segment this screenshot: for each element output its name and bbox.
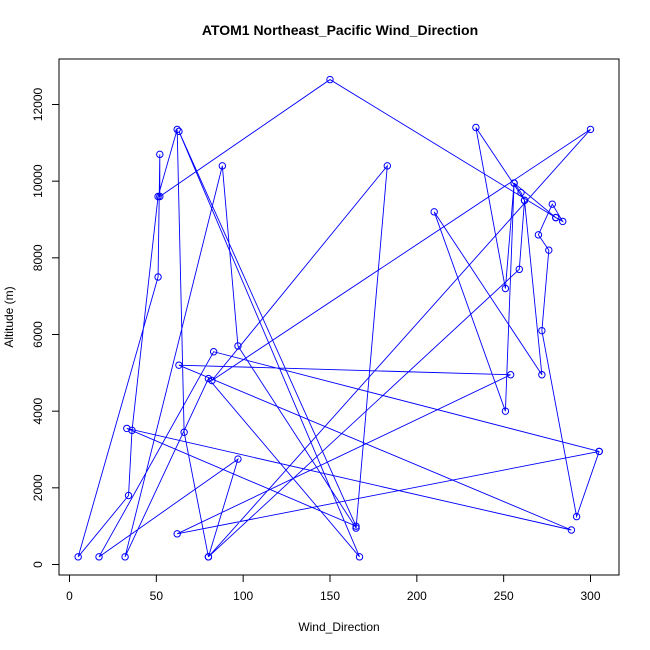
- data-point: [154, 192, 162, 201]
- data-point: [472, 123, 480, 132]
- x-tick-label: 100: [233, 589, 253, 603]
- data-point: [567, 526, 576, 534]
- x-axis-label: Wind_Direction: [298, 620, 379, 634]
- data-point: [204, 553, 213, 561]
- x-tick-label: 150: [320, 589, 340, 603]
- y-axis: 0 2000 4000 6000 8000 10000 12000: [31, 87, 60, 568]
- series-line: [77, 79, 600, 558]
- data-point: [154, 273, 162, 281]
- y-tick-label: 0: [31, 561, 45, 568]
- y-tick-label: 6000: [31, 321, 45, 348]
- data-point: [501, 407, 510, 415]
- data-point: [510, 179, 518, 187]
- data-point: [430, 208, 438, 216]
- data-point: [156, 150, 164, 159]
- chart-title: ATOM1 Northeast_Pacific Wind_Direction: [202, 22, 478, 38]
- data-point: [559, 217, 567, 226]
- x-tick-label: 300: [580, 589, 600, 603]
- series-layer: [77, 79, 600, 558]
- data-point: [515, 265, 523, 274]
- data-point: [208, 376, 216, 385]
- data-point: [180, 428, 188, 436]
- data-point: [234, 342, 242, 350]
- data-point: [234, 455, 242, 463]
- data-point: [121, 553, 129, 561]
- plot-frame: [58, 58, 620, 576]
- data-point: [548, 200, 556, 208]
- y-tick-label: 4000: [31, 397, 45, 424]
- data-point: [595, 447, 603, 456]
- data-point: [128, 426, 136, 435]
- data-point: [352, 522, 360, 530]
- data-point: [326, 75, 334, 84]
- x-tick-label: 250: [494, 589, 514, 603]
- data-point: [520, 196, 529, 205]
- data-point: [383, 162, 392, 170]
- data-point: [123, 424, 131, 433]
- data-point: [95, 553, 103, 561]
- data-point: [218, 162, 227, 170]
- y-tick-label: 10000: [31, 164, 45, 198]
- data-point: [209, 348, 218, 356]
- x-tick-label: 200: [407, 589, 427, 603]
- data-point: [545, 246, 553, 254]
- data-point: [572, 512, 581, 521]
- data-point: [538, 371, 546, 379]
- data-point: [506, 371, 515, 379]
- data-point: [538, 326, 546, 335]
- points-layer: [74, 75, 603, 561]
- data-point: [175, 361, 183, 369]
- data-point: [173, 530, 181, 538]
- y-tick-label: 2000: [31, 474, 45, 501]
- data-point: [204, 374, 213, 383]
- data-point: [355, 553, 364, 561]
- data-point: [124, 491, 133, 500]
- x-tick-label: 0: [66, 589, 73, 603]
- data-point: [173, 125, 181, 134]
- y-tick-label: 12000: [31, 87, 45, 121]
- x-tick-label: 50: [150, 589, 164, 603]
- data-point: [552, 213, 560, 222]
- data-point: [352, 524, 360, 532]
- data-point: [534, 231, 543, 239]
- x-axis: 0 50 100 150 200 250 300: [66, 574, 601, 603]
- y-axis-label: Altitude (m): [2, 286, 16, 347]
- data-point: [517, 188, 525, 197]
- data-point: [501, 284, 510, 293]
- y-tick-label: 8000: [31, 244, 45, 271]
- data-point: [175, 127, 183, 136]
- data-point: [586, 125, 595, 134]
- data-point: [74, 553, 82, 561]
